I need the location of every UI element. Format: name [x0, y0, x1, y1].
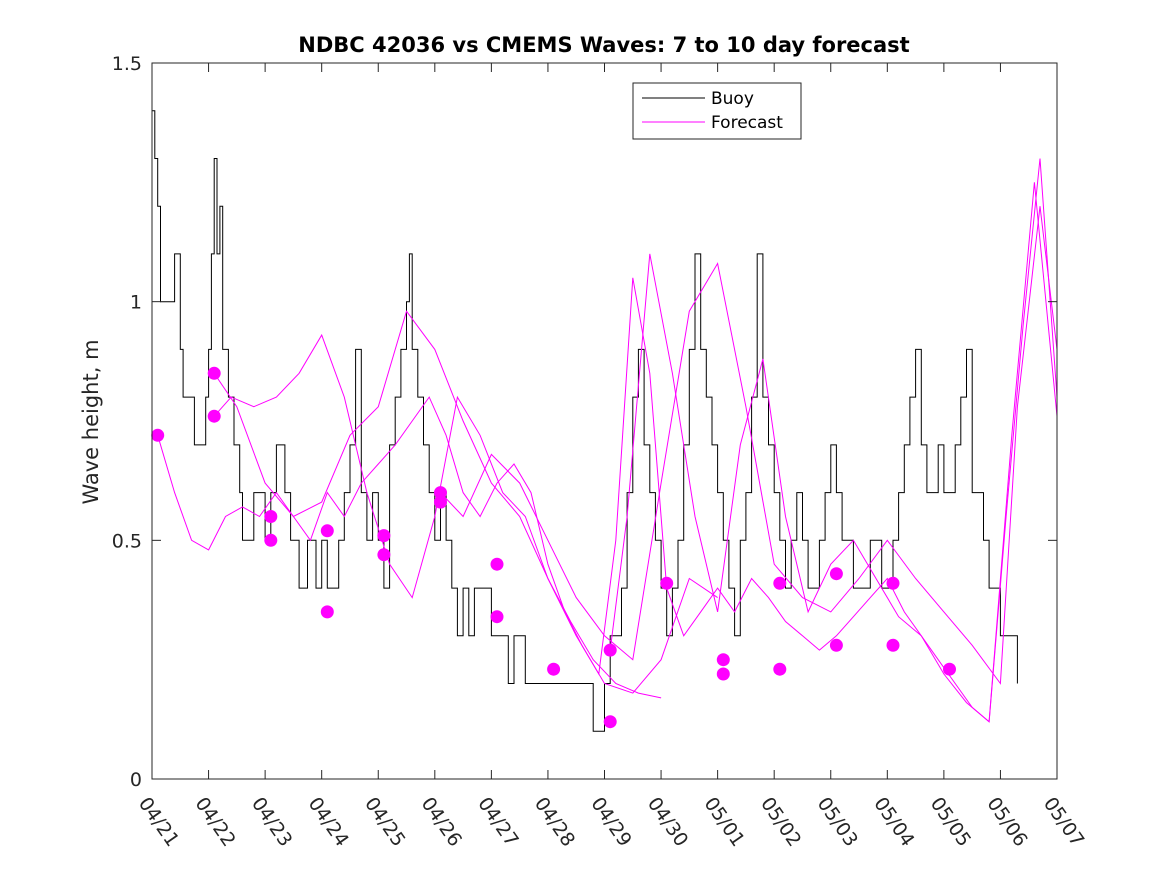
forecast-marker — [886, 638, 900, 652]
forecast-run-line-1 — [213, 310, 718, 694]
forecast-marker — [207, 409, 221, 423]
forecast-marker — [490, 557, 504, 571]
legend-forecast-label: Forecast — [711, 113, 783, 133]
forecast-marker — [886, 576, 900, 590]
forecast-marker — [434, 495, 447, 509]
forecast-marker — [829, 567, 843, 581]
legend-box — [632, 82, 802, 140]
chart-title: NDBC 42036 vs CMEMS Waves: 7 to 10 day f… — [298, 33, 909, 57]
forecast-marker — [716, 653, 730, 667]
forecast-marker — [716, 667, 730, 681]
forecast-run-line-4 — [609, 182, 1058, 723]
y-tick-label: 0 — [130, 769, 142, 791]
y-axis-label: Wave height, m — [79, 339, 103, 504]
forecast-marker — [603, 715, 617, 729]
forecast-marker — [829, 638, 843, 652]
forecast-marker — [151, 428, 165, 442]
forecast-marker — [377, 548, 391, 562]
y-tick-label: 1.5 — [112, 53, 142, 75]
legend: Buoy Forecast — [632, 82, 802, 140]
forecast-marker — [603, 643, 617, 657]
forecast-run-line-3 — [440, 206, 1058, 685]
plot-background — [152, 63, 1057, 779]
forecast-series-line — [157, 158, 1058, 723]
forecast-marker — [207, 366, 221, 380]
forecast-marker — [264, 533, 278, 547]
forecast-marker — [377, 529, 391, 543]
y-tick-label: 0.5 — [112, 530, 142, 552]
series-layer — [151, 110, 1058, 732]
forecast-marker — [320, 605, 334, 619]
buoy-series-line — [152, 110, 1018, 732]
forecast-marker — [943, 662, 956, 676]
plot-area — [152, 63, 1057, 779]
legend-buoy-label: Buoy — [711, 89, 754, 109]
forecast-marker — [773, 576, 787, 590]
forecast-marker — [320, 524, 334, 538]
forecast-marker — [773, 662, 787, 676]
forecast-marker — [547, 662, 561, 676]
y-tick-label: 1 — [130, 292, 142, 314]
forecast-marker — [264, 510, 278, 523]
forecast-marker — [660, 576, 674, 590]
forecast-marker — [490, 610, 504, 624]
forecast-run-line-2 — [213, 333, 662, 699]
forecast-marker — [434, 486, 447, 500]
